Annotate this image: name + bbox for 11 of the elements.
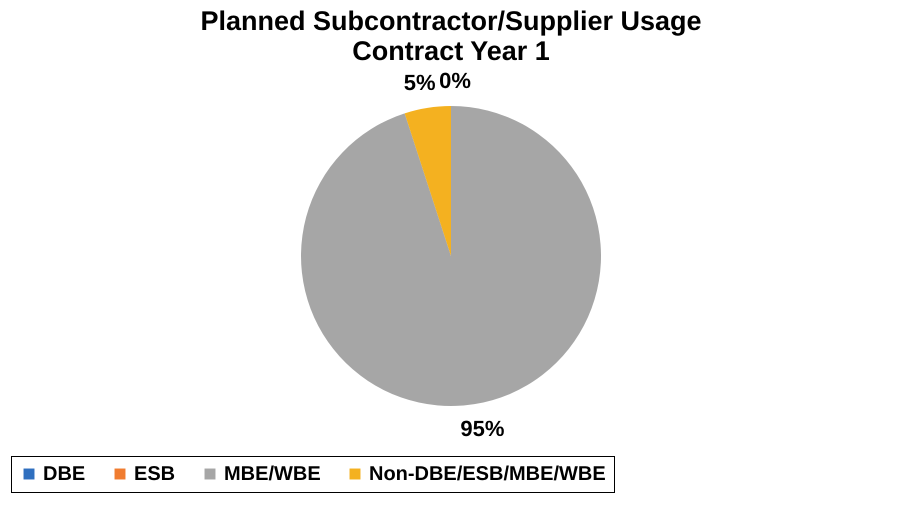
pie-slice [301,106,601,406]
data-label: 95% [460,416,504,441]
legend-label: ESB [134,463,176,485]
data-label: 5% [404,70,436,96]
legend-label: Non-DBE/ESB/MBE/WBE [369,463,606,485]
text: 0% [439,68,471,93]
chart-title: Planned Subcontractor/Supplier Usage [200,6,702,36]
legend-label: DBE [43,463,86,485]
legend-label: MBE/WBE [224,463,321,485]
pie-slice [404,106,451,256]
chart-subtitle: Contract Year 1 [352,36,550,66]
